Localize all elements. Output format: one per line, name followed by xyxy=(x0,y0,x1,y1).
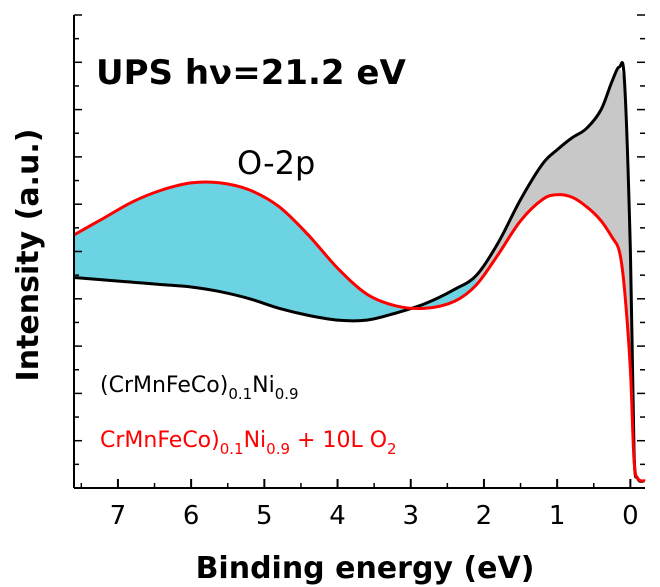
chart-title: UPS hν=21.2 eV xyxy=(96,53,406,93)
legend-entry-clean: (CrMnFeCo)0.1Ni0.9 xyxy=(100,373,299,403)
x-tick-label-4: 4 xyxy=(329,501,346,531)
series-lines xyxy=(73,61,646,483)
legend-ox-main: CrMnFeCo) xyxy=(100,428,220,453)
y-axis-label: Intensity (a.u.) xyxy=(11,129,46,382)
legend-ox-sub2: 0.9 xyxy=(266,440,290,458)
legend-clean-sub2: 0.9 xyxy=(275,385,299,403)
y-ticks xyxy=(74,14,645,489)
legend-ox-sub1: 0.1 xyxy=(220,440,244,458)
o2p-annotation: O-2p xyxy=(237,144,315,182)
fill-region-0 xyxy=(74,182,477,321)
x-axis-label: Binding energy (eV) xyxy=(196,551,535,586)
difference-fills xyxy=(74,67,645,481)
x-tick-label-2: 2 xyxy=(476,501,493,531)
x-tick-label-3: 3 xyxy=(402,501,419,531)
legend-ox-mid: Ni xyxy=(244,428,267,453)
legend-ox-sub3: 2 xyxy=(387,440,397,458)
legend-clean-main: (CrMnFeCo) xyxy=(100,373,228,398)
x-tick-label-6: 6 xyxy=(183,501,200,531)
x-ticks: 7 6 5 4 3 2 1 0 xyxy=(80,479,639,531)
legend-clean-sub1: 0.1 xyxy=(228,385,252,403)
series-line-clean xyxy=(73,61,646,483)
x-tick-label-5: 5 xyxy=(256,501,273,531)
legend-clean-mid: Ni xyxy=(252,373,275,398)
legend-ox-tail: + 10L O xyxy=(290,428,387,453)
x-tick-label-1: 1 xyxy=(549,501,566,531)
series-line-oxidized xyxy=(73,180,646,483)
x-tick-label-0: 0 xyxy=(622,501,639,531)
legend-entry-oxidized: CrMnFeCo)0.1Ni0.9 + 10L O2 xyxy=(100,428,397,458)
x-tick-label-7: 7 xyxy=(110,501,127,531)
fill-region-1 xyxy=(476,67,645,481)
